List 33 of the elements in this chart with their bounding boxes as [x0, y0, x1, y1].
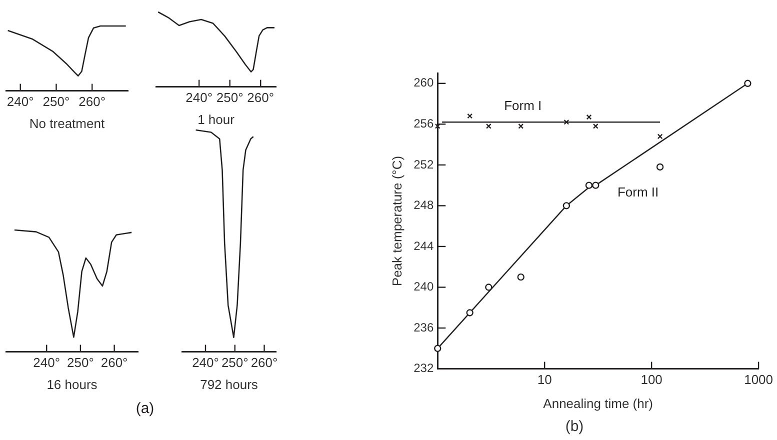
- y-tick-label: 256: [414, 116, 434, 130]
- x-tick-label: 100: [640, 372, 662, 388]
- text: 1 hour: [198, 112, 236, 127]
- x-tick-label: 250°: [216, 90, 244, 106]
- text: 16 hours: [46, 376, 98, 392]
- x-tick-label: 250°: [221, 355, 248, 370]
- text: (a): [134, 400, 156, 417]
- x-tick-label: 260°: [78, 94, 106, 110]
- text: No treatment: [29, 116, 105, 131]
- y-tick-label: 252: [414, 157, 434, 172]
- y-tick-label: 248: [414, 198, 434, 212]
- series-label: Form I: [504, 98, 542, 113]
- y-tick-label: 232: [414, 361, 434, 376]
- x-tick-label: 1000: [744, 372, 773, 388]
- x-tick-label: 240°: [33, 355, 60, 370]
- x-tick-label: 240°: [192, 355, 219, 370]
- y-tick-label: 240: [414, 280, 434, 294]
- x-tick-label: 240°: [186, 90, 213, 106]
- y-tick-label: 260: [414, 76, 434, 90]
- x-axis-title: Annealing time (hr): [543, 396, 653, 411]
- x-tick-label: 10: [537, 372, 552, 388]
- text: 792 hours: [200, 376, 258, 392]
- series-label: Form II: [617, 184, 659, 200]
- y-tick-label: 244: [414, 238, 434, 253]
- x-tick-label: 250°: [42, 94, 70, 110]
- text: (b): [565, 418, 584, 436]
- x-tick-label: 260°: [100, 355, 128, 370]
- x-tick-label: 260°: [247, 90, 274, 106]
- x-tick-label: 240°: [6, 94, 34, 110]
- y-axis-title: Peak temperature (°C): [389, 156, 404, 286]
- x-tick-label: 250°: [67, 355, 94, 370]
- y-tick-label: 236: [414, 320, 434, 334]
- x-tick-label: 260°: [250, 355, 278, 370]
